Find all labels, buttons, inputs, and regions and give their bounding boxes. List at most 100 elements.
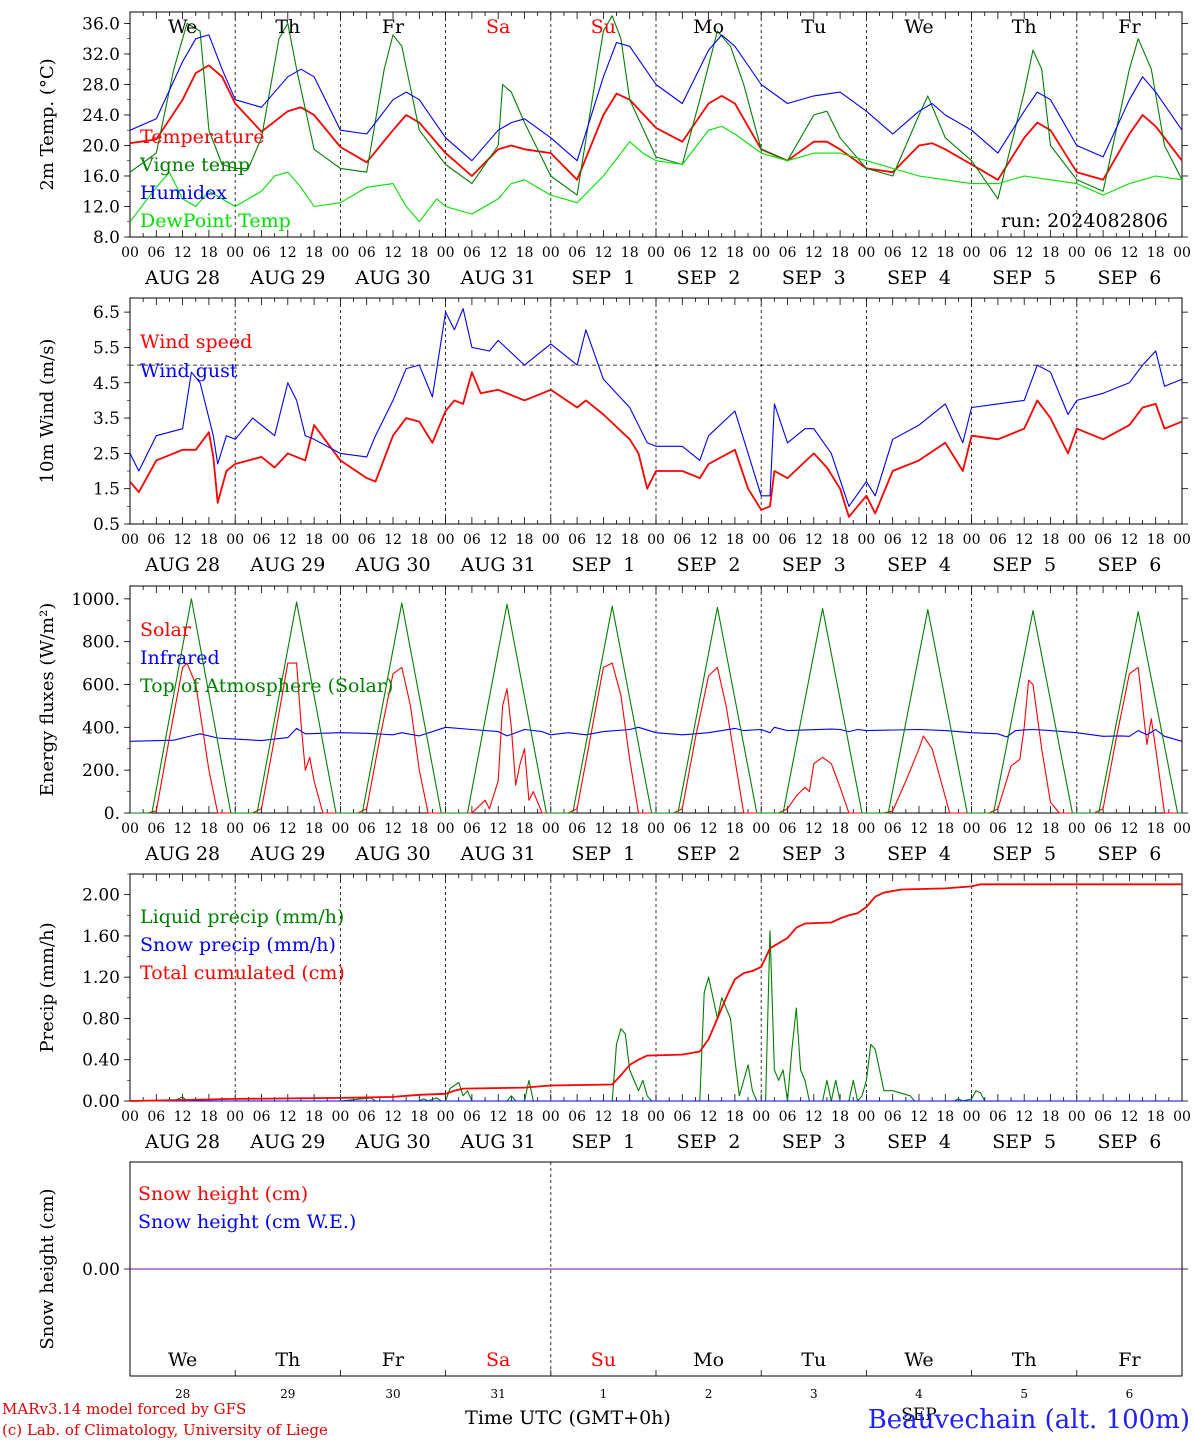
y-tick-label: 1.20 (82, 968, 120, 988)
hour-tick-label: 06 (358, 245, 376, 261)
hour-tick-label: 06 (463, 532, 481, 548)
hour-tick-label: 06 (463, 245, 481, 261)
date-label: AUG 30 (354, 843, 430, 865)
hour-tick-label: 00 (121, 821, 139, 837)
hour-tick-label: 06 (568, 245, 586, 261)
hour-tick-label: 18 (516, 821, 534, 837)
series-line-solar (130, 662, 1182, 814)
hour-tick-label: 12 (805, 1109, 823, 1125)
legend-entry: Vigne temp (139, 154, 250, 176)
series-line-top-of-atmosphere-solar (130, 598, 1182, 814)
panel-4: 0.00 0.40 0.80 1.20 1.60 2.00 Precip (mm/h) Liq… (37, 873, 1191, 1153)
day-number-label: 3 (810, 1387, 818, 1401)
hour-tick-label: 00 (647, 245, 665, 261)
y-tick-label: 8.0 (93, 228, 120, 248)
hour-tick-label: 00 (963, 821, 981, 837)
date-label: AUG 31 (460, 554, 536, 576)
day-number-label: 1 (600, 1387, 608, 1401)
hour-tick-label: 12 (384, 1109, 402, 1125)
date-label: SEP 5 (992, 1131, 1056, 1153)
hour-tick-label: 12 (700, 245, 718, 261)
hour-tick-label: 12 (1120, 532, 1138, 548)
plot-frame (129, 11, 1183, 238)
weekday-label-bottom: Tu (801, 1349, 826, 1371)
day-number-label: 28 (175, 1387, 190, 1401)
legend-entry: Top of Atmosphere (Solar) (140, 675, 393, 697)
hour-tick-label: 18 (936, 245, 954, 261)
y-axis-label: Snow height (cm) (37, 1188, 58, 1349)
hour-tick-label: 12 (910, 821, 928, 837)
hour-tick-label: 00 (1173, 821, 1191, 837)
hour-tick-label: 12 (174, 532, 192, 548)
hour-tick-label: 00 (542, 821, 560, 837)
hour-tick-label: 00 (647, 821, 665, 837)
y-tick-label: 6.5 (93, 303, 120, 323)
hour-tick-label: 06 (147, 532, 165, 548)
date-label: SEP 4 (887, 1131, 951, 1153)
y-tick-label: 0.40 (82, 1051, 120, 1071)
hour-tick-label: 18 (1147, 1109, 1165, 1125)
date-label: AUG 29 (249, 267, 325, 289)
y-tick-label: 0.00 (82, 1260, 120, 1280)
y-tick-label: 0.00 (82, 1092, 120, 1112)
hour-tick-label: 06 (884, 532, 902, 548)
date-label: AUG 29 (249, 1131, 325, 1153)
hour-tick-label: 06 (358, 821, 376, 837)
time-axis-label: Time UTC (GMT+0h) (465, 1407, 671, 1429)
hour-tick-label: 00 (647, 1109, 665, 1125)
y-tick-label: 2.5 (93, 444, 120, 464)
hour-tick-label: 06 (253, 245, 271, 261)
hour-tick-label: 00 (647, 532, 665, 548)
weekday-label-bottom: We (904, 1349, 933, 1371)
y-tick-label: 16.0 (82, 167, 120, 187)
hour-tick-label: 00 (752, 821, 770, 837)
y-tick-label: 600. (82, 676, 120, 696)
lab-credit: (c) Lab. of Climatology, University of L… (2, 1421, 328, 1439)
hour-tick-label: 00 (542, 532, 560, 548)
hour-tick-label: 18 (831, 821, 849, 837)
hour-tick-label: 00 (857, 532, 875, 548)
hour-tick-label: 12 (384, 245, 402, 261)
hour-tick-label: 06 (673, 532, 691, 548)
date-label: SEP 1 (571, 843, 635, 865)
y-tick-label: 0. (104, 804, 120, 824)
hour-tick-label: 18 (1042, 1109, 1060, 1125)
hour-tick-label: 06 (1094, 532, 1112, 548)
hour-tick-label: 18 (726, 245, 744, 261)
hour-tick-label: 12 (279, 1109, 297, 1125)
y-tick-label: 800. (82, 633, 120, 653)
weekday-label: Th (1012, 16, 1037, 38)
y-tick-label: 1.60 (82, 927, 120, 947)
date-label: SEP 2 (677, 554, 741, 576)
series-line-infrared (129, 726, 1183, 742)
hour-tick-label: 00 (857, 245, 875, 261)
hour-tick-label: 12 (1015, 532, 1033, 548)
hour-tick-label: 18 (621, 1109, 639, 1125)
hour-tick-label: 00 (963, 1109, 981, 1125)
station-label: Beauvechain (alt. 100m) (868, 1405, 1190, 1435)
date-label: SEP 4 (887, 267, 951, 289)
y-tick-label: 3.5 (93, 409, 120, 429)
hour-tick-label: 18 (726, 1109, 744, 1125)
hour-tick-label: 00 (121, 245, 139, 261)
weekday-label: We (904, 16, 933, 38)
hour-tick-label: 18 (410, 821, 428, 837)
y-tick-label: 1.5 (93, 480, 120, 500)
hour-tick-label: 12 (174, 245, 192, 261)
hour-tick-label: 18 (305, 821, 323, 837)
hour-tick-label: 00 (331, 1109, 349, 1125)
day-number-label: 2 (705, 1387, 713, 1401)
date-label: SEP 5 (992, 267, 1056, 289)
hour-tick-label: 18 (410, 1109, 428, 1125)
weekday-label-bottom: Fr (382, 1349, 405, 1371)
date-label: SEP 6 (1097, 1131, 1161, 1153)
hour-tick-label: 06 (779, 532, 797, 548)
date-label: SEP 2 (677, 1131, 741, 1153)
hour-tick-label: 00 (331, 821, 349, 837)
hour-tick-label: 00 (1068, 1109, 1086, 1125)
hour-tick-label: 06 (884, 821, 902, 837)
hour-tick-label: 12 (594, 532, 612, 548)
series-line-wind-gust (129, 308, 1183, 507)
hour-tick-label: 06 (463, 1109, 481, 1125)
hour-tick-label: 00 (437, 245, 455, 261)
